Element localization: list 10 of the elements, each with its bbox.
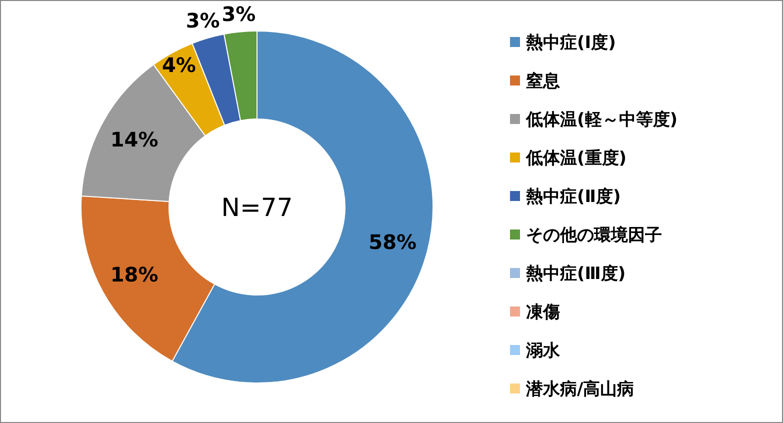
data-label: 58% [368,230,417,254]
data-label: 4% [162,53,196,78]
data-label: 3% [186,8,220,33]
text: N=77 [221,193,293,222]
legend-label: 凍傷 [526,302,560,322]
legend-label: 窒息 [526,72,560,92]
data-label: 18% [110,262,158,286]
legend-label: 溺水 [525,341,561,361]
data-label: 3% [222,2,256,26]
data-label: 14% [110,128,158,152]
